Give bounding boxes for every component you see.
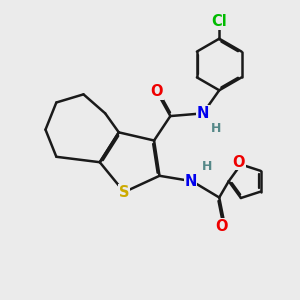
Text: N: N	[184, 174, 197, 189]
Text: Cl: Cl	[211, 14, 227, 29]
Text: O: O	[151, 84, 163, 99]
Text: H: H	[202, 160, 212, 173]
Text: S: S	[119, 184, 130, 200]
Text: O: O	[232, 155, 245, 170]
Text: O: O	[216, 218, 228, 233]
Text: H: H	[211, 122, 222, 135]
Text: N: N	[197, 106, 209, 121]
